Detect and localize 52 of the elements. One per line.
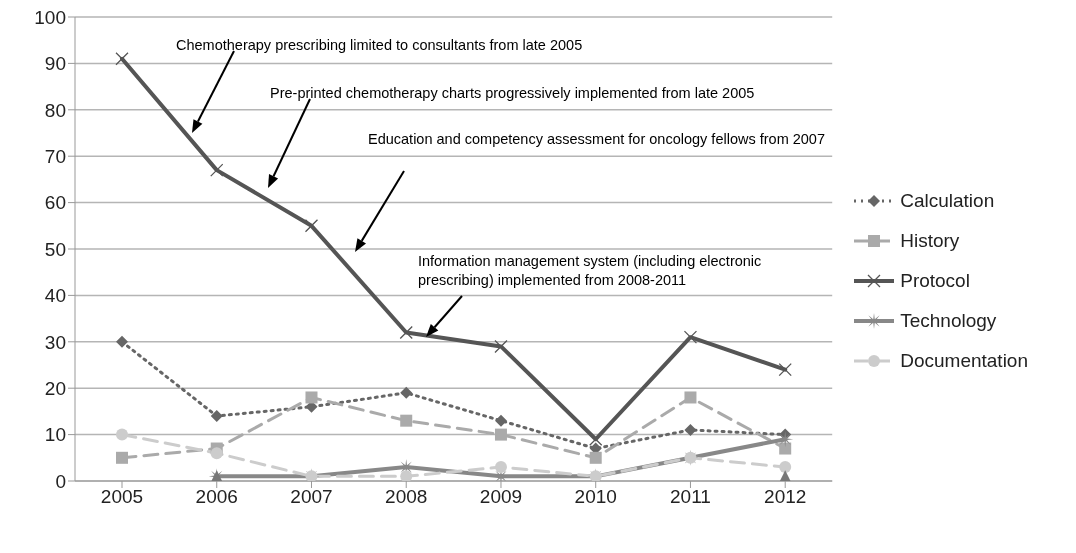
point	[400, 414, 413, 427]
point	[210, 410, 223, 423]
point	[116, 428, 128, 441]
point	[494, 461, 507, 474]
y-tick-label: 60	[44, 192, 66, 214]
point	[684, 423, 697, 436]
annotation: Chemotherapy prescribing limited to consultants from late 2005	[176, 36, 584, 55]
point	[494, 428, 507, 441]
x-tick-label: 2009	[479, 486, 523, 508]
y-tick-label: 50	[44, 238, 66, 260]
x-tick-label: 2006	[195, 486, 238, 508]
point	[494, 414, 507, 427]
x-tick-label: 2008	[385, 486, 428, 508]
point	[494, 339, 508, 354]
point	[399, 325, 413, 340]
point	[116, 335, 128, 348]
point	[684, 391, 697, 404]
point	[400, 470, 413, 481]
legend-label: History	[900, 229, 960, 252]
x-tick-label: 2005	[100, 486, 144, 508]
point	[305, 391, 318, 404]
legend-label: Documentation	[900, 349, 1028, 372]
point	[779, 442, 792, 455]
point	[778, 362, 792, 377]
y-tick-label: 10	[44, 424, 66, 446]
y-tick-label: 40	[44, 285, 66, 307]
point	[589, 451, 602, 464]
y-tick-label: 20	[44, 377, 66, 399]
x-tick-label: 2012	[764, 486, 807, 508]
y-tick-label: 30	[44, 331, 66, 353]
point	[116, 451, 128, 464]
x-tick-label: 2011	[670, 486, 711, 508]
y-tick-label: 0	[55, 470, 66, 492]
y-tick-label: 100	[34, 6, 66, 28]
legend-label: Calculation	[900, 189, 995, 212]
y-tick-label: 80	[44, 99, 66, 121]
point	[304, 219, 319, 233]
point	[115, 52, 129, 66]
y-tick-label: 70	[44, 145, 66, 167]
x-tick-label: 2007	[290, 486, 333, 508]
legend-label: Protocol	[900, 269, 970, 292]
point	[683, 330, 698, 344]
legend-label: Technology	[900, 309, 997, 332]
x-tick-label: 2010	[574, 486, 617, 508]
annotation: Pre-printed chemotherapy charts progressively implemented from late 2005	[270, 84, 756, 103]
point	[210, 447, 223, 460]
point	[779, 461, 792, 474]
annotation: Education and competency assessment for oncology fellows from 2007	[368, 130, 826, 149]
point	[400, 386, 413, 399]
point	[210, 163, 224, 177]
y-tick-label: 90	[44, 53, 66, 75]
annotation: Information management system (including electronic prescribing) implemented from 2008-2011	[418, 252, 763, 290]
